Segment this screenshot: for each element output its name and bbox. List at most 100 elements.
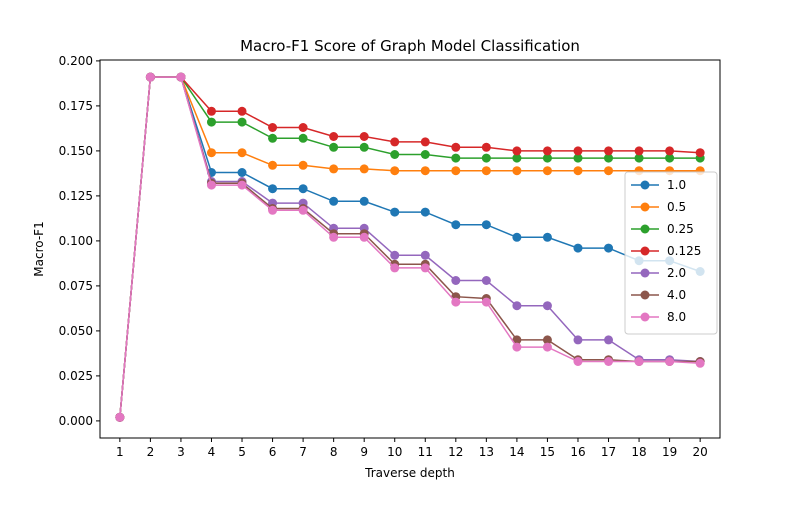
data-point: [298, 160, 308, 170]
legend-item: 8.0: [631, 310, 686, 324]
y-tick-label: 0.125: [59, 189, 93, 203]
data-point: [420, 207, 430, 217]
legend-marker: [640, 290, 650, 300]
legend-marker: [640, 246, 650, 256]
x-tick-label: 8: [330, 445, 338, 459]
legend-label: 1.0: [667, 178, 686, 192]
x-tick-label: 19: [662, 445, 677, 459]
data-point: [604, 153, 614, 163]
data-point: [604, 166, 614, 176]
series-line: [119, 76, 701, 418]
x-tick-label: 16: [570, 445, 585, 459]
data-point: [237, 180, 247, 190]
data-point: [206, 106, 216, 116]
series-line: [119, 76, 701, 418]
x-tick-label: 9: [360, 445, 368, 459]
data-point: [542, 335, 552, 345]
data-point: [481, 220, 491, 230]
data-point: [420, 166, 430, 176]
legend-label: 0.5: [667, 200, 686, 214]
x-tick-label: 14: [509, 445, 524, 459]
legend-item: 0.5: [631, 200, 686, 214]
data-point: [542, 166, 552, 176]
legend-label: 8.0: [667, 310, 686, 324]
x-axis-label: Traverse depth: [364, 466, 455, 480]
data-point: [206, 148, 216, 158]
data-point: [329, 132, 339, 141]
x-tick-label: 5: [238, 445, 246, 459]
data-point: [268, 160, 278, 170]
data-point: [298, 133, 308, 143]
data-point: [542, 342, 552, 352]
legend-marker: [640, 180, 650, 190]
data-point: [512, 153, 522, 163]
y-axis-label: Macro-F1: [32, 221, 46, 276]
data-point: [634, 146, 644, 156]
series-line: [119, 76, 701, 418]
legend-marker: [640, 202, 650, 212]
legend-label: 4.0: [667, 288, 686, 302]
legend: 1.0 0.5 0.25 0.125 2.0 4.0 8.0: [624, 171, 718, 335]
data-point: [512, 232, 522, 242]
data-point: [451, 166, 461, 176]
x-tick-label: 10: [387, 445, 402, 459]
data-point: [481, 153, 491, 163]
data-point: [115, 412, 125, 422]
legend-item: 2.0: [631, 266, 686, 280]
x-tick-label: 1: [116, 445, 124, 459]
data-point: [665, 146, 675, 156]
axes: 1 2 3 4 5 6 7 8 9 10 11 12 13 14 15 16 17 18 19 200.0000.02…: [59, 54, 708, 459]
data-point: [542, 301, 552, 311]
data-point: [573, 146, 583, 156]
data-point: [573, 357, 583, 366]
y-tick-label: 0.150: [59, 144, 93, 158]
legend-label: 0.25: [667, 222, 694, 236]
chart-title: Macro-F1 Score of Graph Model Classifica…: [240, 37, 580, 55]
x-tick-label: 13: [479, 445, 494, 459]
data-point: [268, 123, 278, 132]
data-point: [634, 357, 644, 366]
data-point: [573, 335, 583, 345]
y-tick-label: 0.000: [59, 414, 93, 428]
x-tick-label: 3: [177, 445, 185, 459]
x-tick-label: 12: [448, 445, 463, 459]
legend-marker: [640, 312, 650, 322]
legend-item: 0.125: [631, 244, 701, 258]
x-tick-label: 4: [208, 445, 216, 459]
data-point: [451, 297, 461, 307]
data-point: [268, 184, 278, 194]
x-tick-label: 17: [601, 445, 616, 459]
data-point: [359, 232, 369, 242]
data-point: [145, 72, 155, 82]
data-point: [695, 148, 705, 158]
data-point: [542, 232, 552, 242]
data-point: [604, 146, 614, 156]
data-point: [481, 276, 491, 285]
data-point: [512, 146, 522, 156]
data-point: [634, 153, 644, 163]
data-point: [237, 148, 247, 158]
legend-item: 4.0: [631, 288, 686, 302]
data-point: [573, 166, 583, 176]
x-tick-label: 15: [540, 445, 555, 459]
data-point: [359, 196, 369, 206]
legend-marker: [640, 268, 650, 278]
legend-item: 0.25: [631, 222, 694, 236]
data-point: [451, 142, 461, 152]
data-point: [359, 142, 369, 152]
data-point: [237, 106, 247, 116]
data-point: [298, 205, 308, 215]
data-point: [237, 168, 247, 177]
data-point: [481, 142, 491, 152]
data-point: [512, 301, 522, 311]
data-point: [451, 276, 461, 285]
data-point: [665, 357, 675, 366]
legend-marker: [640, 224, 650, 234]
series-line: [119, 76, 701, 418]
data-point: [542, 153, 552, 163]
data-point: [390, 207, 400, 217]
data-point: [420, 263, 430, 273]
data-point: [329, 232, 339, 242]
data-point: [390, 166, 400, 176]
x-tick-label: 18: [631, 445, 646, 459]
